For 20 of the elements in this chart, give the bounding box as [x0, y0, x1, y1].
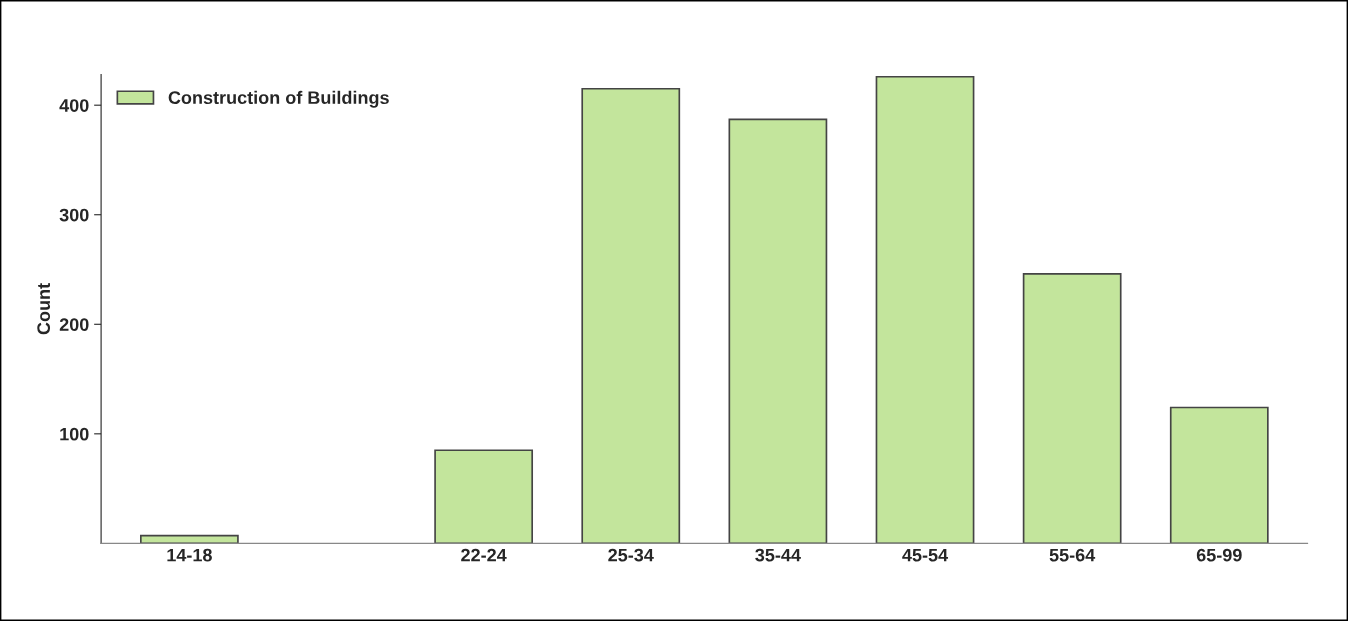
bar — [434, 449, 534, 544]
bar — [1022, 273, 1122, 544]
bar — [875, 75, 975, 544]
bar — [139, 534, 239, 544]
bar — [1169, 406, 1269, 544]
y-tick-label: 400 — [59, 99, 89, 112]
y-tick-label: 300 — [59, 208, 89, 222]
legend-label: Construction of Buildings — [168, 90, 389, 108]
x-tick-label: 14-18 — [167, 548, 212, 562]
bar — [728, 118, 828, 544]
bar — [581, 87, 681, 544]
x-tick-label: 22-24 — [461, 548, 507, 562]
y-axis-title: Count — [37, 283, 51, 335]
x-tick-label: 35-44 — [755, 548, 801, 562]
x-tick-label: 65-99 — [1196, 548, 1242, 562]
y-tick-label: 200 — [59, 318, 89, 331]
y-tick-label: 100 — [60, 427, 89, 441]
x-tick-label: 45-54 — [902, 548, 949, 562]
x-tick-label: 25-34 — [608, 548, 654, 562]
x-tick-label: 55-64 — [1049, 548, 1096, 562]
